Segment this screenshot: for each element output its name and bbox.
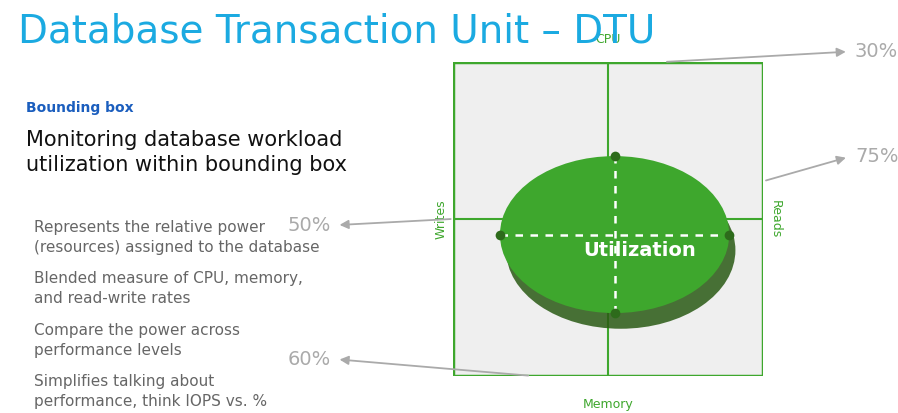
Ellipse shape (506, 172, 735, 329)
Text: Compare the power across
performance levels: Compare the power across performance lev… (34, 323, 240, 358)
Text: Simplifies talking about
performance, think IOPS vs. %: Simplifies talking about performance, th… (34, 374, 267, 409)
Text: Blended measure of CPU, memory,
and read-write rates: Blended measure of CPU, memory, and read… (34, 271, 303, 306)
Text: 30%: 30% (855, 42, 898, 61)
Text: Memory: Memory (583, 398, 634, 411)
Text: Bounding box: Bounding box (25, 100, 133, 114)
Text: Represents the relative power
(resources) assigned to the database: Represents the relative power (resources… (34, 220, 320, 254)
Text: CPU: CPU (595, 33, 621, 46)
Text: Monitoring database workload
utilization within bounding box: Monitoring database workload utilization… (25, 130, 347, 175)
Text: Database Transaction Unit – DTU: Database Transaction Unit – DTU (18, 12, 656, 50)
Text: Utilization: Utilization (583, 241, 696, 260)
Text: 60%: 60% (287, 350, 330, 369)
Text: 75%: 75% (855, 147, 898, 166)
Ellipse shape (500, 156, 729, 313)
Text: Writes: Writes (435, 199, 447, 239)
Text: Reads: Reads (770, 200, 782, 238)
Text: 50%: 50% (287, 216, 330, 235)
